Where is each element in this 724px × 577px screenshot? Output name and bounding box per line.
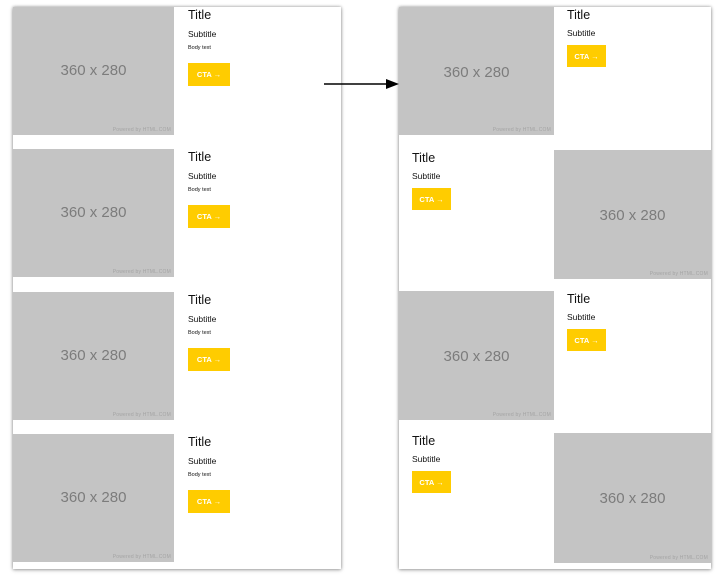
card: 360 x 280 Powered by HTML.COM Title Subt… [13, 149, 341, 279]
placeholder-dimensions: 360 x 280 [599, 490, 666, 507]
image-placeholder: 360 x 280 Powered by HTML.COM [13, 434, 174, 562]
card: 360 x 280 Powered by HTML.COM Title Subt… [13, 434, 341, 564]
card: Title Subtitle CTA → 360 x 280 Powered b… [399, 150, 711, 291]
card-subtitle: Subtitle [188, 314, 217, 324]
cta-button[interactable]: CTA → [188, 348, 230, 371]
placeholder-powered-by: Powered by HTML.COM [112, 269, 171, 275]
card-title: Title [188, 293, 212, 307]
card-title: Title [188, 8, 212, 22]
image-placeholder: 360 x 280 Powered by HTML.COM [554, 150, 711, 279]
cta-button[interactable]: CTA → [412, 188, 451, 210]
image-placeholder: 360 x 280 Powered by HTML.COM [399, 291, 554, 420]
card-subtitle: Subtitle [412, 454, 441, 464]
placeholder-powered-by: Powered by HTML.COM [112, 554, 171, 560]
placeholder-dimensions: 360 x 280 [60, 204, 127, 221]
card-subtitle: Subtitle [567, 28, 596, 38]
cta-button[interactable]: CTA → [188, 490, 230, 513]
placeholder-powered-by: Powered by HTML.COM [649, 271, 708, 277]
cta-button[interactable]: CTA → [567, 329, 606, 351]
card: 360 x 280 Powered by HTML.COM Title Subt… [13, 292, 341, 422]
image-placeholder: 360 x 280 Powered by HTML.COM [13, 149, 174, 277]
image-placeholder: 360 x 280 Powered by HTML.COM [13, 7, 174, 135]
card-title: Title [567, 292, 591, 306]
placeholder-powered-by: Powered by HTML.COM [492, 127, 551, 133]
card: 360 x 280 Powered by HTML.COM Title Subt… [13, 7, 341, 137]
card-body-text: Body text [188, 187, 211, 193]
card-subtitle: Subtitle [188, 29, 217, 39]
card-title: Title [412, 151, 436, 165]
card: 360 x 280 Powered by HTML.COM Title Subt… [399, 291, 711, 432]
right-arrow-icon [324, 79, 399, 89]
placeholder-dimensions: 360 x 280 [60, 347, 127, 364]
cta-button[interactable]: CTA → [412, 471, 451, 493]
image-placeholder: 360 x 280 Powered by HTML.COM [399, 7, 554, 135]
card-subtitle: Subtitle [567, 312, 596, 322]
placeholder-dimensions: 360 x 280 [599, 207, 666, 224]
placeholder-dimensions: 360 x 280 [443, 348, 510, 365]
card-title: Title [412, 434, 436, 448]
card: 360 x 280 Powered by HTML.COM Title Subt… [399, 7, 711, 148]
card: Title Subtitle CTA → 360 x 280 Powered b… [399, 433, 711, 569]
cta-button[interactable]: CTA → [188, 205, 230, 228]
placeholder-dimensions: 360 x 280 [443, 64, 510, 81]
card-subtitle: Subtitle [188, 171, 217, 181]
image-placeholder: 360 x 280 Powered by HTML.COM [554, 433, 711, 563]
placeholder-powered-by: Powered by HTML.COM [492, 412, 551, 418]
placeholder-dimensions: 360 x 280 [60, 62, 127, 79]
layout-after-panel: 360 x 280 Powered by HTML.COM Title Subt… [399, 7, 711, 569]
card-body-text: Body text [188, 45, 211, 51]
card-title: Title [567, 8, 591, 22]
cta-button[interactable]: CTA → [567, 45, 606, 67]
card-body-text: Body text [188, 330, 211, 336]
card-body-text: Body text [188, 472, 211, 478]
layout-before-panel: 360 x 280 Powered by HTML.COM Title Subt… [13, 7, 341, 569]
card-subtitle: Subtitle [188, 456, 217, 466]
placeholder-powered-by: Powered by HTML.COM [649, 555, 708, 561]
cta-button[interactable]: CTA → [188, 63, 230, 86]
placeholder-dimensions: 360 x 280 [60, 489, 127, 506]
card-title: Title [188, 150, 212, 164]
card-title: Title [188, 435, 212, 449]
card-subtitle: Subtitle [412, 171, 441, 181]
placeholder-powered-by: Powered by HTML.COM [112, 127, 171, 133]
placeholder-powered-by: Powered by HTML.COM [112, 412, 171, 418]
image-placeholder: 360 x 280 Powered by HTML.COM [13, 292, 174, 420]
